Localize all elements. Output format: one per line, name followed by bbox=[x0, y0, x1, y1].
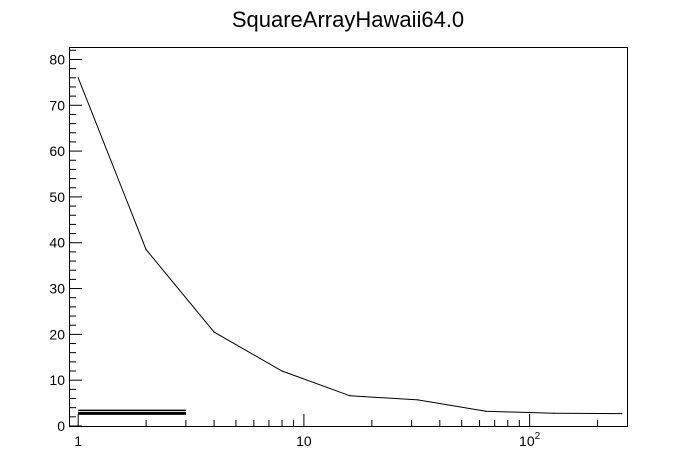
y-tick-label: 70 bbox=[49, 97, 65, 113]
x-tick-label: 1 bbox=[74, 433, 82, 449]
y-tick-label: 0 bbox=[57, 418, 65, 434]
data-point bbox=[77, 77, 79, 79]
y-tick-label: 60 bbox=[49, 143, 65, 159]
data-point bbox=[145, 249, 147, 251]
series-line-0 bbox=[77, 77, 622, 415]
axes: 0 10 20 30 40 50 60 70 80 1 10 102 bbox=[49, 49, 599, 449]
plot-frame bbox=[69, 47, 628, 427]
data-point bbox=[621, 413, 623, 415]
data-point bbox=[213, 331, 215, 333]
y-tick-label: 20 bbox=[49, 326, 65, 342]
y-tick-label: 50 bbox=[49, 189, 65, 205]
y-tick-label: 30 bbox=[49, 281, 65, 297]
data-point bbox=[417, 399, 419, 401]
y-tick-label: 40 bbox=[49, 235, 65, 251]
data-point bbox=[349, 395, 351, 397]
data-point bbox=[281, 370, 283, 372]
data-point bbox=[553, 412, 555, 414]
series-marks bbox=[77, 77, 623, 415]
chart-title: SquareArrayHawaii64.0 bbox=[232, 7, 464, 32]
y-tick-label: 10 bbox=[49, 372, 65, 388]
data-point bbox=[485, 410, 487, 412]
y-tick-label: 80 bbox=[49, 51, 65, 67]
x-tick-label: 102 bbox=[519, 431, 541, 449]
x-tick-label: 10 bbox=[296, 433, 312, 449]
